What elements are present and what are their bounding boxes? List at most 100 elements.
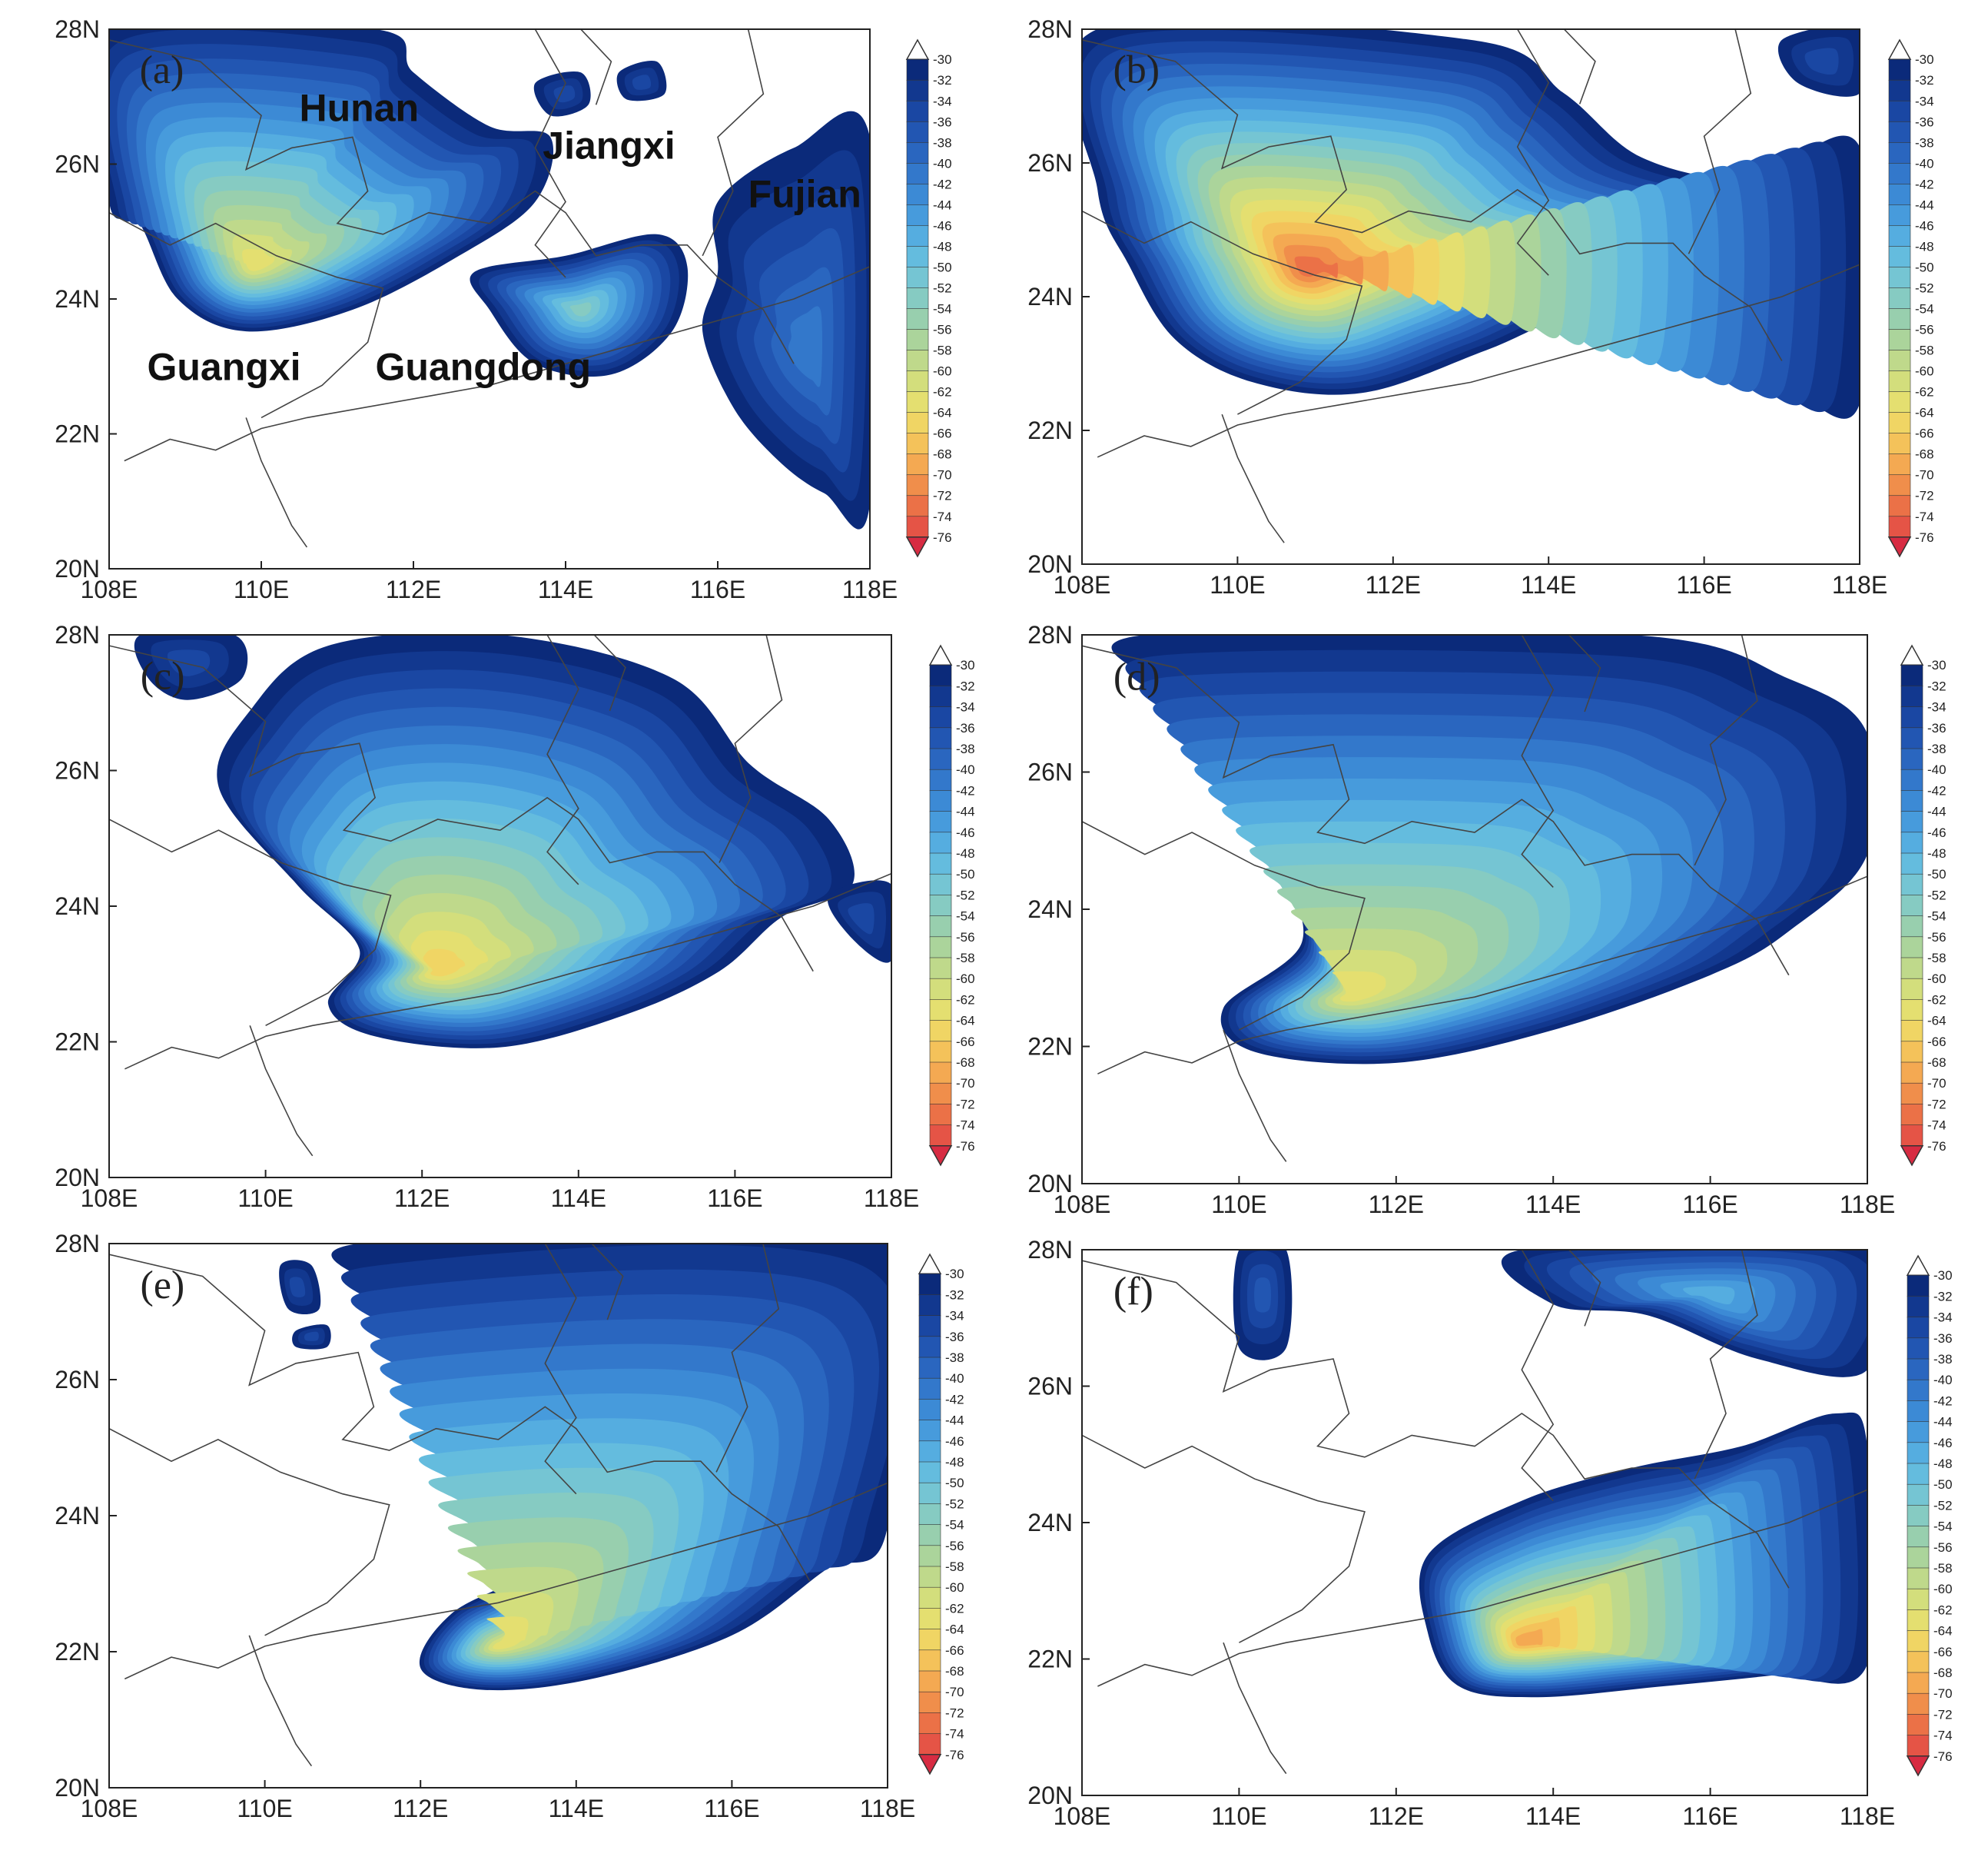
colorbar-tick-label: -58 xyxy=(1915,344,1934,358)
boundary-line xyxy=(1221,414,1285,543)
panel-c: (c) 108E 110E 112E 114E 116E 118E 20N 22N 24N 26N 2… xyxy=(55,621,974,1212)
boundary-line xyxy=(1082,39,1783,361)
colorbar-segment xyxy=(918,1712,941,1735)
boundary-line xyxy=(109,211,384,419)
colorbar-tick-label: -50 xyxy=(933,260,952,274)
colorbar-tick-label: -30 xyxy=(956,658,975,673)
colorbar-segment xyxy=(1888,163,1911,185)
boundary-line xyxy=(1082,210,1363,415)
colorbar-tick-label: -36 xyxy=(1915,115,1934,129)
boundary-line xyxy=(109,1427,390,1636)
boundary-line xyxy=(1563,29,1596,105)
colorbar-tick-label: -58 xyxy=(1927,951,1947,965)
colorbar-tick-label: -58 xyxy=(956,951,975,965)
colorbar-segment xyxy=(1900,769,1923,792)
colorbar-segment xyxy=(918,1566,941,1589)
colorbar-tick-label: -44 xyxy=(956,805,975,819)
colorbar-segment xyxy=(929,957,952,980)
colorbar-tick-label: -32 xyxy=(956,679,975,693)
colorbar-segment xyxy=(929,727,952,749)
colorbar-tick-label: -38 xyxy=(1933,1352,1953,1367)
colorbar-tick-label: -60 xyxy=(1933,1582,1953,1596)
colorbar-segment xyxy=(1888,495,1911,517)
colorbar-tick-label: -64 xyxy=(945,1622,964,1637)
colorbar-tick-label: -34 xyxy=(956,700,975,715)
colorbar-segment xyxy=(1900,873,1923,896)
colorbar-tick-label: -46 xyxy=(1933,1436,1953,1450)
colorbar-tick-label: -40 xyxy=(1927,762,1947,777)
colorbar-tick-label: -70 xyxy=(945,1685,964,1699)
colorbar: -30 -32 -34 -36 -38 -40 -42 -44 -46 -48 -50 -52 -54 -… xyxy=(918,1253,964,1775)
colorbar-segment xyxy=(929,999,952,1021)
colorbar-segment xyxy=(906,204,929,227)
colorbar-tick-label: -54 xyxy=(1933,1520,1953,1534)
colorbar-tick-label: -42 xyxy=(1915,177,1934,191)
boundary-line xyxy=(1097,264,1860,458)
boundary-line xyxy=(124,872,891,1070)
boundary-line xyxy=(593,635,626,712)
boundary-line xyxy=(249,1025,314,1157)
colorbar-segment xyxy=(906,329,929,351)
colorbar-segment xyxy=(1888,121,1911,144)
colorbar-tick-label: -76 xyxy=(945,1748,964,1762)
colorbar-segment xyxy=(1907,1672,1930,1695)
colorbar: -30 -32 -34 -36 -38 -40 -42 -44 -46 -48 -50 -52 -54 -… xyxy=(1900,644,1947,1167)
colorbar-tick-label: -74 xyxy=(1933,1729,1953,1743)
colorbar-segment xyxy=(1907,1317,1930,1339)
colorbar-segment xyxy=(1907,1463,1930,1486)
colorbar-segment xyxy=(906,350,929,372)
lon-tick-label: 112E xyxy=(394,1184,450,1212)
colorbar-segment xyxy=(1900,1104,1923,1126)
colorbar-tick-label: -52 xyxy=(956,888,975,902)
colorbar-tick-label: -60 xyxy=(945,1580,964,1595)
colorbar-segment xyxy=(929,1020,952,1042)
boundary-line xyxy=(1568,635,1601,712)
colorbar-tick-label: -56 xyxy=(945,1539,964,1553)
cloud-contour xyxy=(1804,48,1839,75)
colorbar-segment xyxy=(929,811,952,833)
colorbar-segment xyxy=(929,1041,952,1063)
lon-tick-label: 118E xyxy=(1840,1802,1895,1830)
colorbar-segment xyxy=(906,121,929,144)
colorbar-segment xyxy=(1888,79,1911,102)
lat-tick-label: 28N xyxy=(1027,1236,1073,1264)
colorbar-tick-label: -68 xyxy=(945,1664,964,1679)
boundary-line xyxy=(1097,1489,1867,1687)
map-area xyxy=(109,635,891,1177)
boundary-line xyxy=(109,39,795,364)
colorbar-tick-label: -56 xyxy=(1915,323,1934,337)
colorbar-segment xyxy=(918,1294,941,1317)
province-label: Hunan xyxy=(300,86,420,129)
colorbar-segment xyxy=(1888,225,1911,247)
colorbar-tick-label: -42 xyxy=(945,1392,964,1407)
colorbar-segment xyxy=(1907,1421,1930,1443)
cloud-contour xyxy=(632,75,652,90)
lon-tick-label: 110E xyxy=(237,1184,293,1212)
colorbar-segment xyxy=(1888,329,1911,351)
colorbar-tick-label: -44 xyxy=(945,1413,964,1428)
cloud-contour xyxy=(486,1616,529,1649)
colorbar-tick-label: -42 xyxy=(933,177,952,191)
colorbar-tick-label: -54 xyxy=(945,1518,964,1533)
colorbar-segment xyxy=(1907,1400,1930,1423)
colorbar-tick-label: -62 xyxy=(945,1601,964,1616)
lon-tick-label: 108E xyxy=(1054,1802,1111,1830)
colorbar-segment xyxy=(1907,1567,1930,1590)
colorbar-segment xyxy=(906,142,929,164)
boundary-line xyxy=(1082,1434,1366,1643)
lat-tick-label: 22N xyxy=(55,1028,100,1056)
lon-tick-label: 118E xyxy=(864,1184,919,1212)
colorbar-segment xyxy=(906,391,929,414)
colorbar-tick-label: -40 xyxy=(933,156,952,171)
lat-tick-label: 26N xyxy=(55,1366,100,1393)
colorbar-segment xyxy=(1888,246,1911,268)
colorbar-tick-label: -46 xyxy=(1927,825,1947,840)
lat-tick-label: 20N xyxy=(55,1164,100,1191)
cloud-contour xyxy=(304,1331,319,1341)
colorbar-segment xyxy=(1888,58,1911,81)
colorbar-segment xyxy=(929,769,952,792)
colorbar-tick-label: -76 xyxy=(1933,1749,1953,1764)
colorbar-segment xyxy=(1888,412,1911,434)
colorbar-segment xyxy=(1900,978,1923,1001)
colorbar-segment xyxy=(1888,453,1911,476)
